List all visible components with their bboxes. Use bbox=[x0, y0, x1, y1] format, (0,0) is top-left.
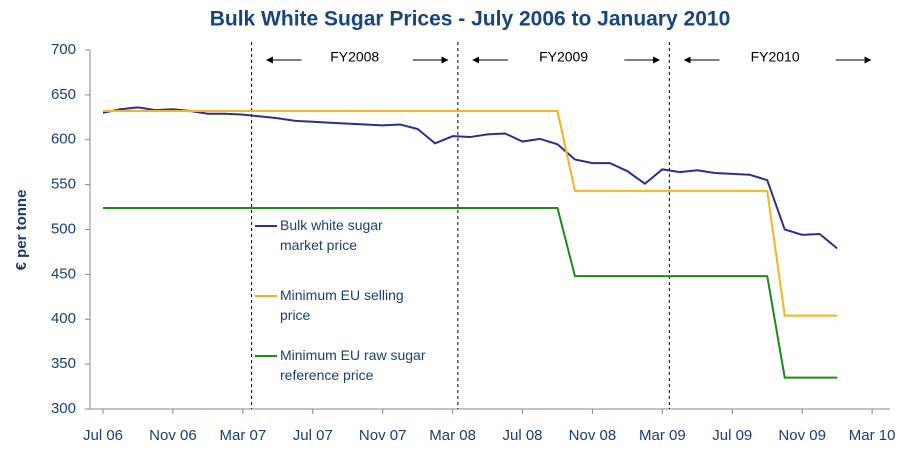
y-tick-label: 350 bbox=[51, 355, 76, 372]
series-line bbox=[103, 110, 838, 317]
x-tick-label: Jul 07 bbox=[293, 427, 333, 444]
x-tick-label: Jul 08 bbox=[503, 427, 543, 444]
fy-label: FY2009 bbox=[539, 49, 588, 65]
y-tick-label: 600 bbox=[51, 131, 76, 148]
x-tick-label: Nov 07 bbox=[359, 427, 407, 444]
x-tick-label: Nov 06 bbox=[149, 427, 197, 444]
y-tick-label: 700 bbox=[51, 41, 76, 58]
series-line bbox=[103, 206, 838, 379]
legend-label: Minimum EU selling price bbox=[280, 287, 404, 323]
x-tick-label: Nov 08 bbox=[569, 427, 617, 444]
fy-label: FY2008 bbox=[330, 49, 379, 65]
fy-label: FY2010 bbox=[751, 49, 800, 65]
y-tick-label: 500 bbox=[51, 220, 76, 237]
x-tick-label: Mar 08 bbox=[429, 427, 476, 444]
y-tick-label: 300 bbox=[51, 400, 76, 417]
series-line bbox=[102, 106, 838, 250]
legend-label: Minimum EU raw sugar reference price bbox=[280, 347, 426, 383]
y-axis-label: € per tonne bbox=[13, 190, 30, 271]
x-tick-label: Mar 09 bbox=[639, 427, 686, 444]
y-tick-label: 450 bbox=[51, 265, 76, 282]
x-tick-label: Mar 10 bbox=[849, 427, 896, 444]
x-tick-label: Mar 07 bbox=[219, 427, 266, 444]
y-tick-label: 550 bbox=[51, 176, 76, 193]
x-tick-label: Jul 06 bbox=[83, 427, 123, 444]
x-tick-label: Nov 09 bbox=[778, 427, 826, 444]
x-tick-label: Jul 09 bbox=[712, 427, 752, 444]
y-tick-label: 400 bbox=[51, 310, 76, 327]
y-tick-label: 650 bbox=[51, 86, 76, 103]
legend-label: Bulk white sugar market price bbox=[280, 217, 383, 253]
chart-title: Bulk White Sugar Prices - July 2006 to J… bbox=[210, 8, 731, 31]
